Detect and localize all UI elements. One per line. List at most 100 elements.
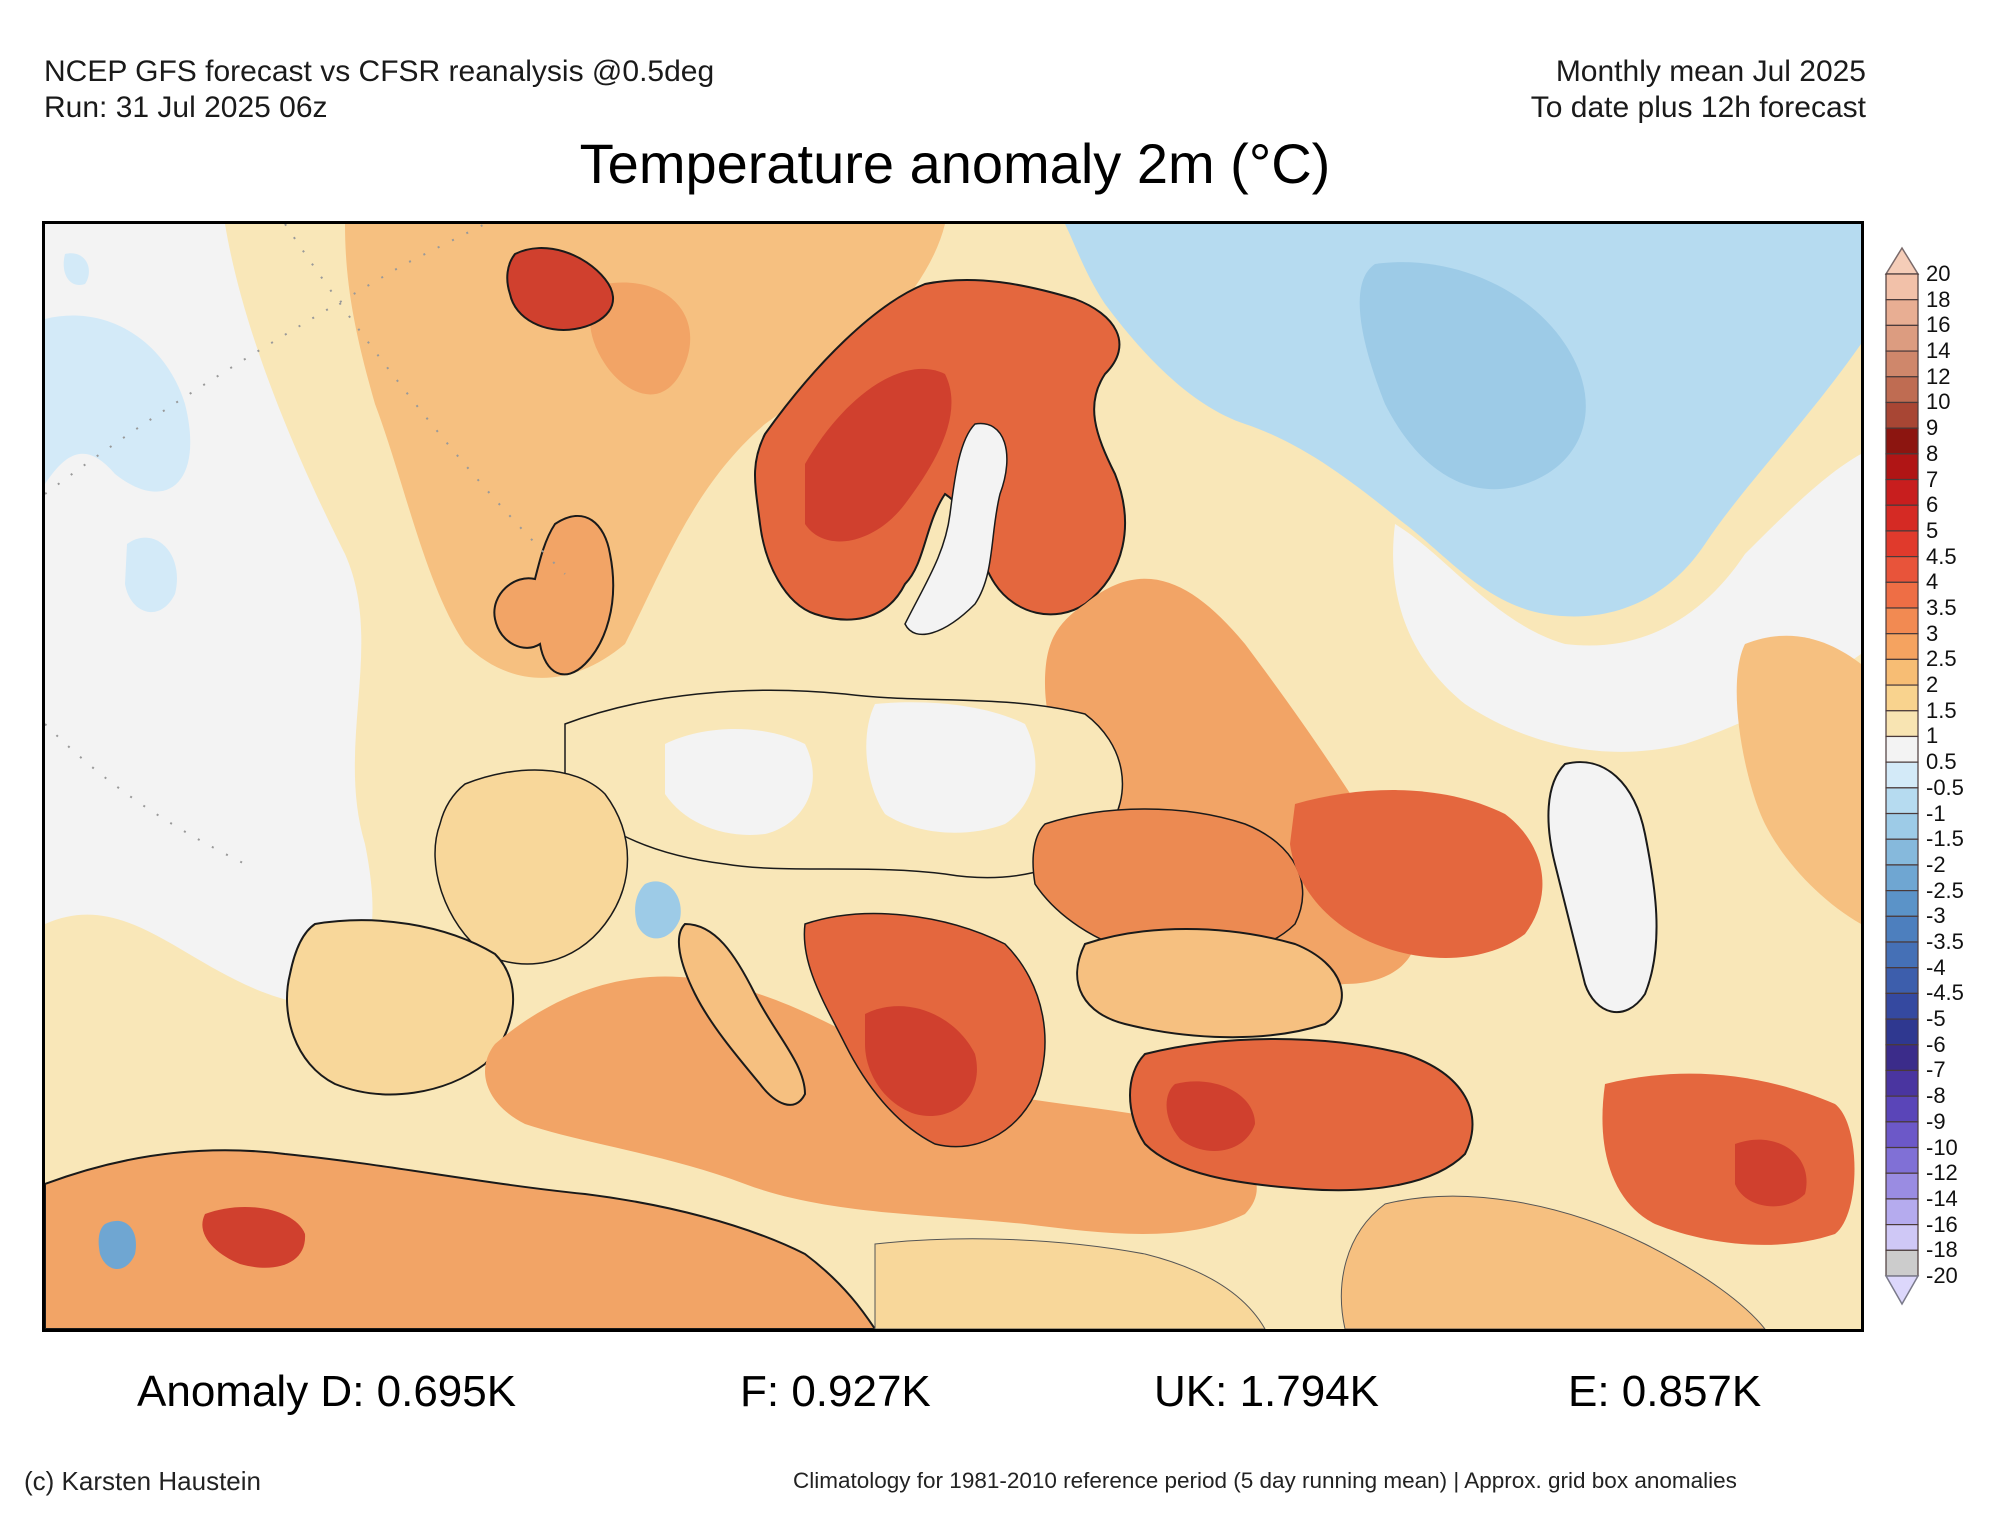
colorbar-tick-label: 6: [1926, 492, 1939, 518]
colorbar-swatch: [1885, 710, 1919, 738]
colorbar-tick-label: -2.5: [1926, 877, 1964, 903]
north-africa: [45, 1149, 877, 1329]
colorbar-swatch: [1885, 1198, 1919, 1226]
colorbar-swatch: [1885, 761, 1919, 789]
colorbar-swatch: [1885, 427, 1919, 455]
colorbar-tick-label: -6: [1926, 1031, 1946, 1057]
colorbar-swatch: [1885, 1224, 1919, 1251]
anomaly-map: [42, 221, 1864, 1332]
colorbar-swatch: [1885, 401, 1919, 429]
balkans-hot-core: [865, 1006, 977, 1116]
colorbar-swatch: [1885, 324, 1919, 352]
colorbar-swatch: [1885, 735, 1919, 763]
russia-cold-core: [1359, 262, 1586, 490]
colorbar-tick-label: 14: [1926, 338, 1951, 364]
germany-neutral: [665, 729, 813, 835]
colorbar-swatch: [1885, 890, 1919, 917]
colorbar-tick-label: -0.5: [1926, 774, 1964, 800]
colorbar-tick-label: -2: [1926, 851, 1946, 877]
turkey-hot-core: [1166, 1081, 1255, 1151]
british-isles: [493, 514, 615, 676]
colorbar-tick-label: 12: [1926, 363, 1951, 389]
colorbar-swatch: [1885, 299, 1919, 326]
alps-cool-patch: [635, 881, 681, 939]
colorbar-tick-label: -4.5: [1926, 980, 1964, 1006]
poland-neutral: [866, 702, 1036, 833]
baltic-sea: [904, 422, 1008, 635]
header-right: Monthly mean Jul 2025 To date plus 12h f…: [1531, 54, 1866, 126]
colorbar-swatch: [1885, 864, 1919, 892]
climatology-note: Climatology for 1981-2010 reference peri…: [793, 1468, 1737, 1493]
turkey: [1129, 1038, 1474, 1192]
header-left: NCEP GFS forecast vs CFSR reanalysis @0.…: [44, 54, 714, 126]
map-canvas: [45, 224, 1861, 1329]
colorbar-arrow-top: [1884, 246, 1920, 275]
colorbar-swatch: [1885, 1249, 1919, 1277]
colorbar-tick-label: 2.5: [1926, 646, 1957, 672]
colorbar-swatch: [1885, 787, 1919, 815]
colorbar-swatch: [1885, 941, 1919, 969]
colorbar-tick-label: -3.5: [1926, 929, 1964, 954]
morocco-hot-core: [202, 1206, 306, 1268]
colorbar-tick-label: -1.5: [1926, 826, 1964, 852]
colorbar-tick-label: 5: [1926, 517, 1939, 543]
colorbar-tick-label: 16: [1926, 312, 1951, 338]
colorbar-tick-label: -20: [1926, 1263, 1958, 1288]
iberia: [286, 919, 515, 1096]
colorbar-swatch: [1885, 1044, 1919, 1072]
colorbar-tick-label: 7: [1926, 466, 1939, 492]
north-sea-warm: [590, 282, 691, 395]
colorbar-swatch: [1885, 1172, 1919, 1200]
colorbar-swatch: [1885, 1121, 1919, 1149]
colorbar-tick-label: -7: [1926, 1057, 1946, 1083]
colorbar-swatch: [1885, 967, 1919, 994]
colorbar-legend: 20 18 16 14 12 10 9 8 7 6 5 4.5 4 3.5 3 2.5 2 1.5 1 0.5 -0.5…: [1880, 244, 1990, 1309]
france: [434, 769, 629, 965]
anomaly-uk: UK: 1.794K: [1154, 1367, 1380, 1416]
black-sea: [1076, 928, 1343, 1039]
colorbar-tick-label: 10: [1926, 389, 1951, 415]
colorbar-tick-label: 0.5: [1926, 749, 1957, 775]
scandinavia-hot-core: [805, 368, 952, 542]
colorbar-tick-label: -3: [1926, 903, 1946, 929]
iran-hot-core: [1735, 1139, 1807, 1207]
colorbar-swatch: [1885, 607, 1919, 635]
libya-egypt: [874, 1238, 1266, 1329]
colorbar-tick-label: -16: [1926, 1211, 1958, 1237]
italy: [677, 922, 807, 1106]
south-russia-warm: [1290, 790, 1543, 958]
colorbar-tick-label: 3.5: [1926, 595, 1957, 620]
colorbar-swatch: [1885, 530, 1919, 558]
colorbar-swatch: [1885, 556, 1919, 583]
period-note: To date plus 12h forecast: [1530, 91, 1866, 124]
colorbar-tick-label: -9: [1926, 1108, 1946, 1134]
map-title: Temperature anomaly 2m (°C): [579, 132, 1331, 195]
period-label: Monthly mean Jul 2025: [1555, 55, 1866, 88]
colorbar-tick-label: 18: [1926, 286, 1951, 312]
anomaly-france: F: 0.927K: [740, 1367, 931, 1416]
colorbar-swatch: [1885, 838, 1919, 866]
colorbar-tick-label: -12: [1926, 1160, 1958, 1186]
colorbar-swatch: [1885, 478, 1919, 506]
anomaly-spain: E: 0.857K: [1568, 1367, 1762, 1416]
colorbar-swatch: [1885, 350, 1919, 378]
colorbar-tick-label: -10: [1926, 1134, 1958, 1160]
copyright-credit: (c) Karsten Haustein: [24, 1466, 261, 1496]
colorbar-tick-label: 4.5: [1926, 543, 1957, 569]
colorbar-tick-label: -5: [1926, 1006, 1946, 1032]
colorbar-swatch: [1885, 992, 1919, 1020]
colorbar-tick-label: 9: [1926, 415, 1939, 441]
colorbar-swatch: [1885, 1069, 1919, 1097]
colorbar-swatch: [1885, 684, 1919, 712]
colorbar-tick-label: 1.5: [1926, 697, 1957, 723]
iceland: [506, 247, 615, 331]
caspian-sea: [1547, 761, 1658, 1014]
colorbar-swatch: [1885, 915, 1919, 943]
colorbar-swatch: [1885, 581, 1919, 609]
colorbar-tick-label: 3: [1926, 620, 1939, 646]
colorbar-tick-label: 2: [1926, 672, 1939, 698]
colorbar-bar: [1884, 246, 1920, 1306]
colorbar-swatch: [1885, 633, 1919, 660]
run-time: Run: 31 Jul 2025 06z: [44, 91, 328, 124]
mediterranean-warm: [485, 976, 1257, 1234]
